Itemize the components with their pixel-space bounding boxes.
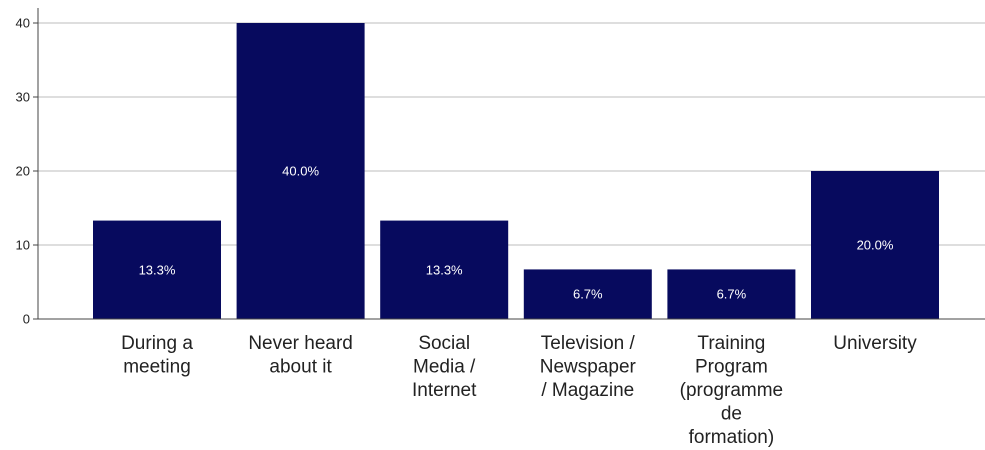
axes xyxy=(33,8,985,320)
y-tick-label-20: 20 xyxy=(16,164,30,179)
x-category-label-line: Never heard xyxy=(248,333,353,354)
x-category-label-1: Never heard about it xyxy=(248,333,353,378)
y-tick-label-30: 30 xyxy=(16,90,30,105)
x-category-label-line: Television / xyxy=(541,333,636,354)
data-label-3: 6.7% xyxy=(573,287,603,302)
bar-0 xyxy=(93,220,221,319)
x-category-label-4: Training Program (programme de formation) xyxy=(680,333,783,448)
x-category-label-line: (programme xyxy=(680,380,783,401)
data-label-2: 13.3% xyxy=(426,262,463,277)
x-category-label-2: Social Media / Internet xyxy=(412,333,477,401)
x-category-label-line: University xyxy=(833,333,917,354)
y-tick-label-40: 40 xyxy=(16,16,30,31)
y-tick-label-0: 0 xyxy=(23,312,30,327)
x-category-label-line: Training xyxy=(697,333,765,354)
x-category-label-0: During a meeting xyxy=(121,333,193,378)
x-category-label-line: formation) xyxy=(689,427,775,448)
x-category-label-line: Newspaper xyxy=(540,357,637,378)
x-category-label-line: de xyxy=(721,404,742,425)
x-category-label-line: about it xyxy=(269,357,332,378)
x-category-label-3: Television / Newspaper / Magazine xyxy=(540,333,637,401)
bar-2 xyxy=(380,220,509,319)
x-category-label-line: Social xyxy=(418,333,470,354)
y-tick-label-10: 10 xyxy=(16,238,30,253)
bar-4 xyxy=(667,269,796,319)
x-category-label-line: meeting xyxy=(123,357,191,378)
x-category-label-5: University xyxy=(833,333,917,354)
bar-5 xyxy=(811,171,939,319)
bars xyxy=(93,23,939,319)
x-category-label-line: Program xyxy=(695,357,768,378)
labels: 0 10 20 30 40 13.3% During a meeting 40.0% Never … xyxy=(16,16,918,449)
x-category-label-line: / Magazine xyxy=(541,380,634,401)
bar-3 xyxy=(523,269,652,319)
x-category-label-line: Internet xyxy=(412,380,477,401)
data-label-0: 13.3% xyxy=(139,262,176,277)
bar-1 xyxy=(236,23,365,319)
x-category-label-line: Media / xyxy=(413,357,476,378)
data-label-5: 20.0% xyxy=(857,238,894,253)
data-label-4: 6.7% xyxy=(717,287,747,302)
x-category-label-line: During a xyxy=(121,333,193,354)
data-label-1: 40.0% xyxy=(282,164,319,179)
